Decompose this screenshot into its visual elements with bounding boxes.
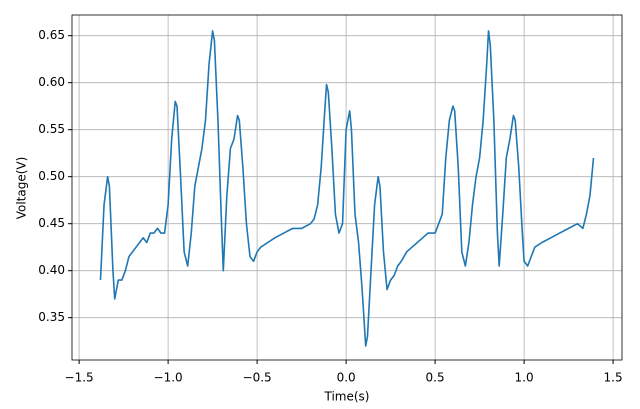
y-tick-label: 0.60 [38,75,65,89]
x-tick-label: −1.0 [154,371,183,385]
x-tick-label: −1.5 [65,371,94,385]
x-tick-label: 0.5 [426,371,445,385]
y-tick-label: 0.50 [38,169,65,183]
y-tick-label: 0.40 [38,263,65,277]
x-tick-label: −0.5 [243,371,272,385]
y-tick-label: 0.65 [38,28,65,42]
x-axis-label: Time(s) [324,390,370,404]
x-tick-label: 1.0 [515,371,534,385]
y-tick-label: 0.55 [38,122,65,136]
plot-frame [71,14,623,361]
data-line [99,30,595,347]
x-tick-label: 0.0 [337,371,356,385]
y-tick-label: 0.45 [38,216,65,230]
y-axis-label: Voltage(V) [15,157,29,220]
x-tick-label: 1.5 [604,371,623,385]
y-tick-label: 0.35 [38,310,65,324]
